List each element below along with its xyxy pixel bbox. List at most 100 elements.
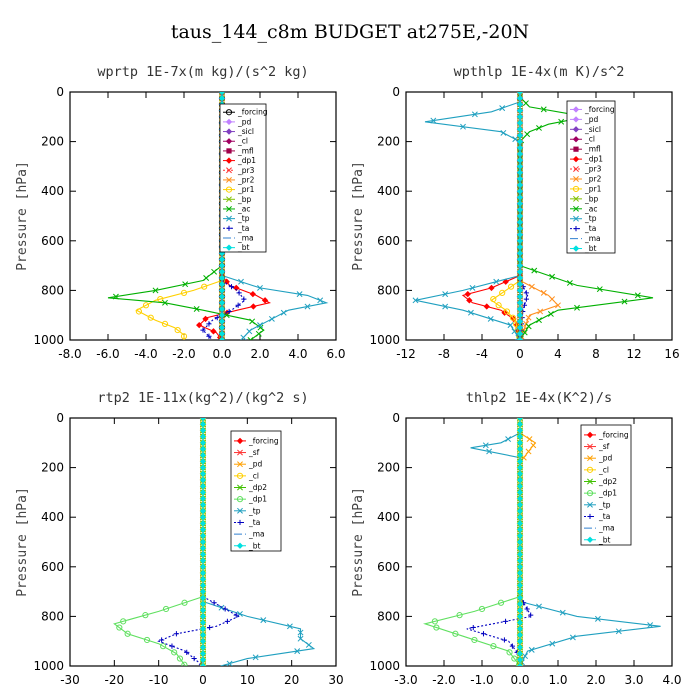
- y-tick-label: 200: [41, 135, 64, 149]
- series-point-bt: [199, 563, 207, 570]
- y-tick-label: 1000: [369, 333, 400, 347]
- series-point-bt: [516, 188, 524, 195]
- series-point-tp: [528, 646, 535, 653]
- y-tick-label: 200: [377, 135, 400, 149]
- series-point-bt: [516, 576, 524, 583]
- series-point-bt: [199, 619, 207, 626]
- panel-title: wpthlp 1E-4x(m K)/s^2: [454, 64, 625, 80]
- series-point-bp: [517, 92, 523, 95]
- series-point-dp1: [506, 649, 513, 656]
- series-point-tp: [304, 303, 311, 310]
- series-point-bt: [199, 501, 207, 508]
- series-point-pr1: [135, 308, 142, 315]
- x-tick-label: -4: [476, 347, 488, 361]
- legend-marker: [225, 109, 233, 116]
- series-point-tp: [569, 634, 576, 641]
- series-point-dp1: [261, 297, 269, 304]
- series-point-ac: [249, 318, 256, 325]
- series-point-ta: [226, 308, 232, 315]
- y-tick-label: 800: [377, 609, 400, 623]
- series-point-bt: [199, 532, 207, 539]
- x-tick-label: 8: [592, 347, 600, 361]
- series-point-pr2: [525, 314, 532, 321]
- series-point-tp: [594, 615, 601, 622]
- x-tick-label: 4.0: [288, 347, 307, 361]
- legend-marker: [237, 519, 243, 526]
- legend-marker: [573, 215, 579, 222]
- series-point-bt: [516, 212, 524, 220]
- series-point-dp1: [162, 605, 170, 613]
- series-point-ta: [173, 631, 179, 637]
- legend-entry: _dp2: [598, 477, 617, 486]
- series-point-bp: [219, 337, 225, 340]
- series-point-bt: [199, 600, 207, 608]
- legend-marker: [225, 128, 233, 135]
- series-point-dp1: [452, 630, 459, 637]
- legend-entry: _dp1: [584, 155, 603, 164]
- series-point-bt: [199, 650, 207, 657]
- x-tick-label: -8.0: [58, 347, 81, 361]
- series-point-bt: [516, 330, 524, 337]
- x-tick-label: 0.0: [510, 673, 529, 687]
- legend-entry: _cl: [584, 135, 595, 144]
- x-tick-label: -20: [105, 673, 125, 687]
- series-point-bt: [516, 237, 524, 244]
- series-point-tp: [647, 622, 654, 629]
- series-point-bt: [516, 526, 524, 533]
- legend: _forcing _sf _pd _cl _dp2 _dp1 _tp _ta _ma _bt: [230, 430, 282, 552]
- series-point-ac: [522, 100, 529, 107]
- x-tick-label: -2.0: [172, 347, 195, 361]
- series-point-dp1: [464, 290, 471, 298]
- legend-entry: _pd: [248, 460, 263, 469]
- legend-entry: _dp2: [248, 483, 267, 492]
- series-point-tp: [482, 442, 489, 449]
- legend-marker: [237, 461, 243, 468]
- series-point-ta: [523, 290, 529, 296]
- legend-marker: [237, 449, 243, 456]
- series-point-bt: [516, 126, 524, 133]
- series-point-tp: [505, 436, 512, 443]
- series-point-bt: [218, 256, 226, 263]
- series-point-ac: [247, 337, 254, 340]
- legend-entry: _ac: [237, 204, 250, 213]
- legend-entry: _bt: [248, 541, 261, 550]
- legend-marker: [572, 136, 580, 143]
- legend-box: [230, 430, 282, 552]
- legend-entry: _ta: [584, 224, 596, 233]
- series-point-bt: [218, 336, 226, 340]
- series-point-bt: [516, 501, 524, 508]
- series-point-bt: [218, 305, 226, 313]
- y-tick-label: 1000: [33, 333, 64, 347]
- legend-entry: _ta: [237, 224, 249, 233]
- series-point-pd: [525, 448, 532, 455]
- legend-marker: [573, 195, 579, 202]
- series-point-bt: [516, 231, 524, 238]
- series-point-bt: [199, 433, 207, 440]
- series-point-ta: [206, 333, 212, 339]
- legend-entry: _sf: [248, 448, 260, 457]
- y-axis-label: Pressure [hPa]: [351, 161, 366, 271]
- series-line-pr1: [135, 279, 223, 340]
- series-point-bt: [199, 483, 207, 490]
- legend-marker: [237, 507, 243, 514]
- series-point-tp: [500, 129, 507, 136]
- series-point-pr1: [147, 314, 154, 321]
- series-point-bt: [516, 144, 524, 151]
- legend-entry: _bt: [237, 243, 250, 252]
- legend-entry: _forcing: [584, 105, 615, 114]
- series-point-bt: [199, 538, 207, 546]
- legend-entry: _sicl: [584, 125, 601, 134]
- legend-marker: [225, 138, 233, 145]
- series-point-pr1: [142, 302, 150, 309]
- series-point-ta: [523, 296, 530, 302]
- y-tick-label: 0: [392, 411, 400, 425]
- series-point-ta: [235, 302, 241, 308]
- x-tick-label: -8: [438, 347, 450, 361]
- series-point-ac: [540, 106, 547, 113]
- series-point-pr2: [555, 302, 561, 309]
- series-point-bt: [199, 418, 207, 422]
- series-point-tp: [511, 328, 518, 335]
- x-tick-label: -12: [396, 347, 416, 361]
- series-point-ac: [193, 306, 200, 312]
- series-point-pr1: [507, 283, 515, 290]
